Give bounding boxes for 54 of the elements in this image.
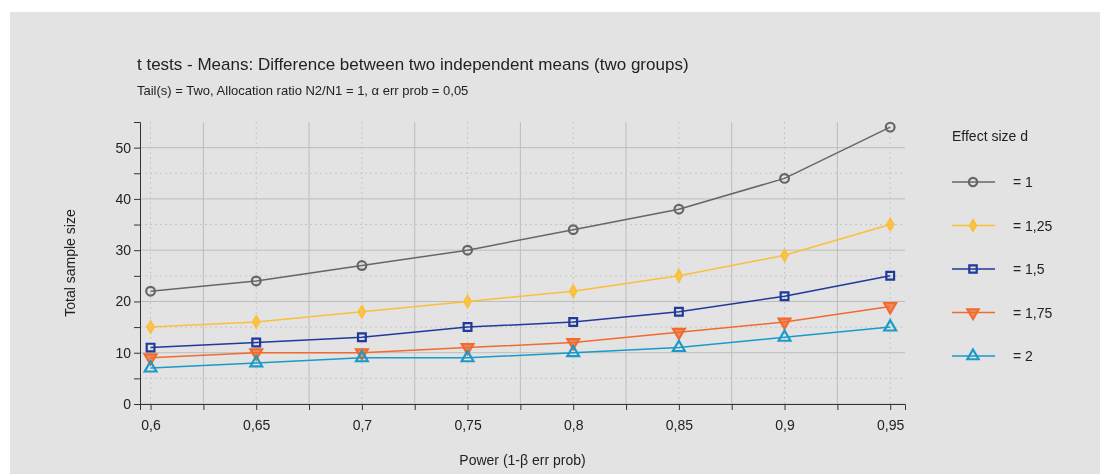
x-tick-label: 0,9 (775, 416, 795, 433)
point (568, 316, 579, 327)
point (567, 224, 579, 236)
y-axis-title: Total sample size (62, 209, 78, 317)
y-tick-label: 0 (123, 395, 132, 412)
point (673, 203, 685, 215)
y-tick-label: 20 (115, 293, 132, 310)
point (883, 319, 898, 332)
point (674, 269, 684, 283)
point (779, 291, 790, 302)
x-tick-label: 0,95 (877, 416, 905, 433)
y-tick-label: 50 (115, 139, 132, 156)
x-axis-title: Power (1-β err prob) (459, 452, 586, 468)
point (251, 315, 261, 329)
point (250, 275, 262, 287)
point (356, 332, 367, 343)
chart-subtitle: Tail(s) = Two, Allocation ratio N2/N1 = 1, α err prob = 0,05 (137, 83, 469, 98)
point (357, 305, 367, 319)
legend-label: = 1,75 (1013, 304, 1053, 321)
point (462, 322, 473, 333)
point (460, 349, 475, 363)
y-tick-label: 30 (115, 242, 132, 259)
point (883, 302, 898, 315)
point (885, 270, 896, 281)
point (779, 172, 791, 184)
legend-label: = 1,25 (1013, 217, 1053, 234)
x-tick-label: 0,8 (563, 416, 584, 433)
point (777, 329, 792, 342)
point (462, 244, 474, 256)
legend-label: = 2 (1013, 348, 1034, 364)
point (673, 306, 684, 317)
legend-label: = 1 (1013, 174, 1034, 190)
y-tick-label: 10 (115, 344, 132, 361)
point (566, 344, 581, 358)
x-tick-label: 0,85 (665, 416, 694, 433)
point (884, 121, 896, 133)
x-tick-label: 0,65 (243, 416, 271, 433)
x-tick-label: 0,75 (454, 416, 482, 433)
point (568, 284, 578, 298)
legend-label: = 1,5 (1013, 261, 1045, 277)
x-tick-label: 0,7 (352, 416, 373, 433)
point (143, 360, 158, 373)
point (249, 355, 264, 368)
y-tick-label: 40 (115, 190, 132, 207)
chart-title: t tests - Means: Difference between two independent means (two groups) (137, 55, 689, 74)
point (145, 342, 156, 353)
point (671, 327, 686, 341)
point (671, 339, 686, 353)
x-tick-label: 0,6 (141, 416, 162, 433)
point (145, 285, 157, 297)
legend-title: Effect size d (952, 128, 1029, 144)
point (251, 337, 262, 348)
point (777, 317, 792, 330)
point (356, 260, 368, 272)
